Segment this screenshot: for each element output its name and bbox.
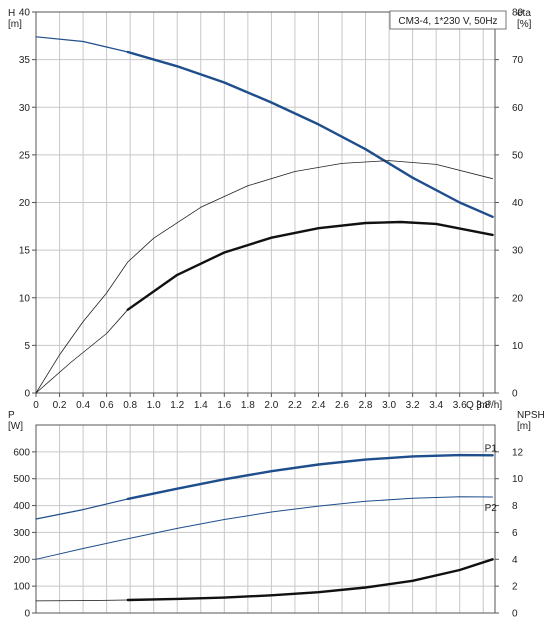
x-tick-label: 2.6 [335, 400, 349, 411]
x-tick-label: 0.2 [53, 400, 67, 411]
right-tick-label: 0 [512, 609, 518, 620]
x-tick-label: 2.0 [264, 400, 278, 411]
left-axis-label: H [m] [8, 8, 22, 30]
left-tick-label: 400 [13, 501, 30, 512]
left-axis-label: P [W] [8, 410, 23, 432]
left-tick-label: 5 [24, 341, 30, 352]
right-axis-label: eta [%] [517, 8, 532, 30]
right-tick-label: 4 [512, 555, 518, 566]
left-tick-label: 10 [19, 293, 31, 304]
left-tick-label: 100 [13, 582, 30, 593]
left-tick-label: 20 [19, 198, 31, 209]
left-tick-label: 300 [13, 528, 30, 539]
right-tick-label: 10 [512, 341, 524, 352]
x-tick-label: 3.6 [453, 400, 467, 411]
series-line [35, 496, 494, 560]
series-line [35, 309, 129, 394]
plot-frame [35, 424, 496, 614]
chart-title-box [389, 10, 507, 30]
left-tick-label: 600 [13, 447, 30, 458]
left-tick-label: 15 [19, 246, 31, 257]
left-tick-label: 30 [19, 103, 31, 114]
x-axis-label: Q [m³/h] [466, 400, 502, 411]
right-tick-label: 30 [512, 246, 524, 257]
series-line [35, 36, 129, 53]
x-tick-label: 1.6 [217, 400, 231, 411]
x-tick-label: 2.8 [359, 400, 373, 411]
left-tick-label: 0 [24, 389, 30, 400]
series-line [126, 558, 494, 602]
x-tick-label: 3.2 [406, 400, 420, 411]
right-tick-label: 2 [512, 582, 518, 593]
x-tick-label: 2.4 [312, 400, 326, 411]
right-tick-label: 6 [512, 528, 518, 539]
series-line [35, 498, 129, 520]
right-tick-label: 50 [512, 150, 524, 161]
right-tick-label: 60 [512, 103, 524, 114]
x-tick-label: 0.8 [123, 400, 137, 411]
left-tick-label: 500 [13, 474, 30, 485]
series-line [126, 453, 494, 501]
left-tick-label: 40 [19, 8, 31, 19]
x-tick-label: 1.2 [170, 400, 184, 411]
series-label-p1: P1 [485, 443, 498, 454]
right-tick-label: 12 [512, 447, 524, 458]
series-line [126, 220, 494, 311]
right-axis-label: NPSH [m] [517, 410, 545, 432]
left-tick-label: 0 [24, 609, 30, 620]
x-tick-label: 3.4 [429, 400, 443, 411]
left-tick-label: 200 [13, 555, 30, 566]
left-tick-label: 35 [19, 55, 31, 66]
x-tick-label: 1.8 [241, 400, 255, 411]
x-tick-label: 1.0 [147, 400, 161, 411]
right-tick-label: 40 [512, 198, 524, 209]
x-tick-label: 1.4 [194, 400, 208, 411]
series-line [35, 160, 494, 394]
x-tick-label: 0.4 [76, 400, 90, 411]
series-line [126, 50, 494, 219]
x-tick-label: 0 [33, 400, 39, 411]
power-npsh-panel: 0 100 200 300 400 500 600 0 2 4 6 8 10 12 P [W] NPSH [m] P… [8, 410, 545, 620]
x-tick-label: 2.2 [288, 400, 302, 411]
right-tick-label: 80 [512, 8, 524, 19]
plot-frame [35, 11, 496, 394]
right-tick-label: 0 [512, 389, 518, 400]
head-efficiency-panel: 0 5 10 15 20 25 30 35 40 0 10 20 30 40 50 60 70 80 0 0.2 0.4… [8, 8, 532, 412]
right-tick-label: 8 [512, 501, 518, 512]
right-tick-label: 20 [512, 293, 524, 304]
x-tick-label: 3.0 [382, 400, 396, 411]
right-tick-label: 10 [512, 474, 524, 485]
series-line [35, 599, 129, 602]
right-tick-label: 70 [512, 55, 524, 66]
series-label-p2: P2 [485, 503, 498, 514]
left-tick-label: 25 [19, 150, 31, 161]
chart-title: CM3-4, 1*230 V, 50Hz [398, 16, 497, 27]
x-tick-label: 3.8 [476, 400, 490, 411]
x-tick-label: 0.6 [100, 400, 114, 411]
